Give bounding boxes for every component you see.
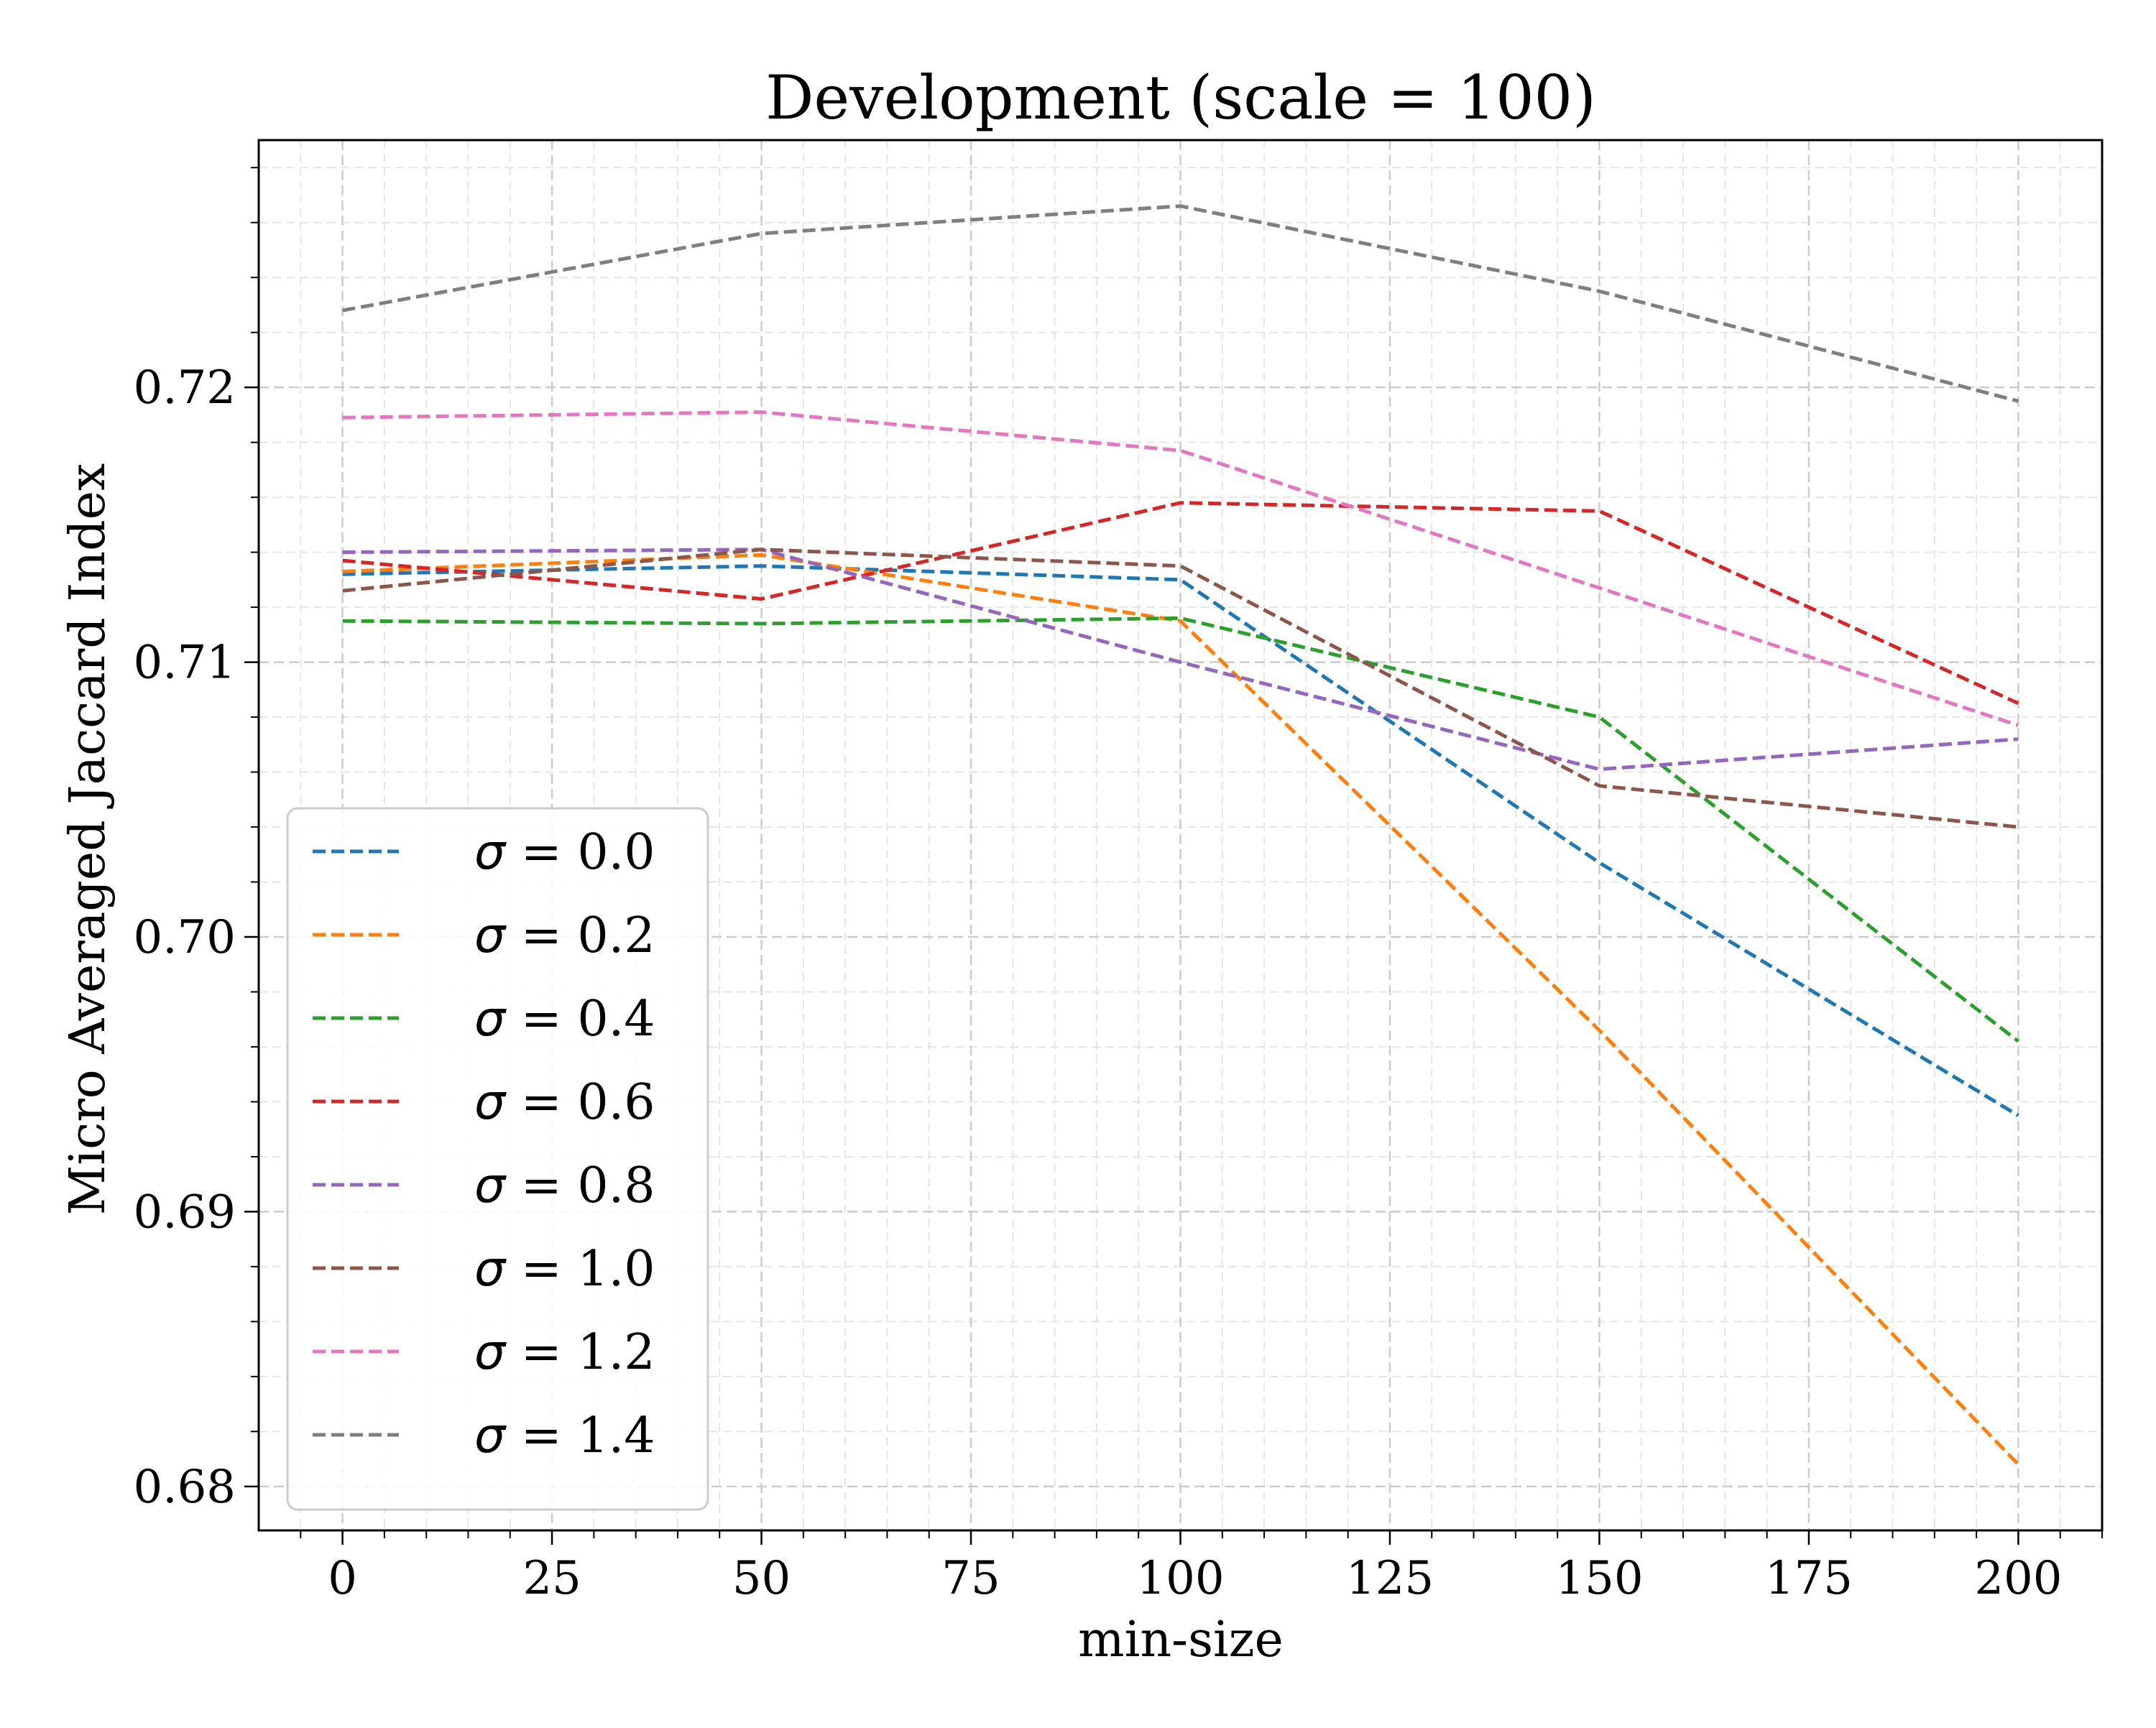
series-line-6 [342, 410, 2019, 727]
x-tick-labels: 0 25 50 75 100 125 150 175 200 [328, 1552, 2062, 1605]
legend-label-7: σ = 1.4 [474, 1408, 655, 1464]
series-line-1 [342, 553, 2020, 1466]
y-tick-label: 0.69 [134, 1186, 236, 1239]
y-tick-label: 0.71 [134, 637, 236, 690]
x-tick-label: 200 [1974, 1552, 2062, 1605]
x-tick-label: 0 [328, 1552, 357, 1605]
series-line-5 [342, 547, 2019, 829]
y-tick-label: 0.68 [134, 1461, 236, 1514]
y-tick-labels: 0.68 0.69 0.70 0.71 0.72 [134, 361, 236, 1514]
series-layer [342, 204, 2020, 1466]
legend-sigma-symbol: σ [474, 1241, 507, 1298]
series-line-2 [342, 616, 2019, 1043]
series-line-4 [342, 547, 2019, 772]
y-tick-label: 0.70 [134, 911, 236, 964]
legend-sigma-symbol: σ [474, 991, 507, 1048]
x-tick-label: 125 [1346, 1552, 1434, 1605]
legend-label-3: σ = 0.6 [474, 1074, 655, 1131]
x-tick-label: 50 [732, 1552, 791, 1605]
legend-sigma-symbol: σ [474, 1158, 507, 1214]
legend-value: = 1.2 [505, 1324, 655, 1381]
legend-value: = 0.2 [505, 907, 655, 964]
series-line-7 [342, 204, 2019, 403]
legend-sigma-symbol: σ [474, 1074, 507, 1131]
legend-label-1: σ = 0.2 [474, 907, 655, 964]
legend-sigma-symbol: σ [474, 907, 507, 964]
legend: σ = 0.0σ = 0.2σ = 0.4σ = 0.6σ = 0.8σ = 1… [286, 807, 709, 1511]
legend-label-5: σ = 1.0 [474, 1241, 655, 1298]
chart-title: Development (scale = 100) [765, 63, 1596, 133]
legend-value: = 0.0 [505, 824, 655, 881]
legend-value: = 0.8 [505, 1158, 655, 1214]
legend-value: = 0.6 [505, 1074, 655, 1131]
legend-box [286, 807, 709, 1511]
x-tick-label: 150 [1555, 1552, 1643, 1605]
x-tick-label: 75 [941, 1552, 1000, 1605]
legend-value: = 1.0 [505, 1241, 655, 1298]
legend-sigma-symbol: σ [474, 1408, 507, 1464]
x-tick-label: 175 [1765, 1552, 1853, 1605]
y-tick-label: 0.72 [134, 361, 236, 415]
legend-value: = 1.4 [505, 1408, 655, 1464]
series-line-3 [342, 501, 2019, 706]
legend-value: = 0.4 [505, 991, 655, 1048]
x-tick-label: 25 [522, 1552, 581, 1605]
axis-ticks [244, 167, 2103, 1545]
legend-label-2: σ = 0.4 [474, 991, 655, 1048]
x-axis-label: min-size [1078, 1612, 1284, 1668]
legend-label-4: σ = 0.8 [474, 1158, 655, 1214]
legend-sigma-symbol: σ [474, 1324, 507, 1381]
legend-label-0: σ = 0.0 [474, 824, 655, 881]
legend-sigma-symbol: σ [474, 824, 507, 881]
series-line-0 [342, 564, 2019, 1117]
legend-label-6: σ = 1.2 [474, 1324, 655, 1381]
x-tick-label: 100 [1136, 1552, 1224, 1605]
y-axis-label: Micro Averaged Jaccard Index [60, 463, 116, 1215]
